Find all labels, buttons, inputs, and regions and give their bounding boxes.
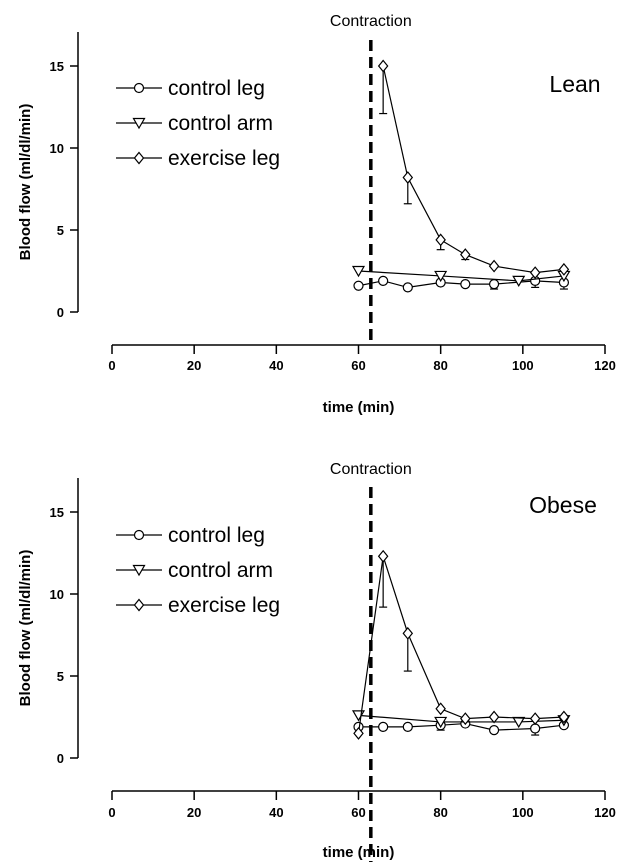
x-axis-label: time (min)	[323, 399, 395, 416]
chart-panel-1: 0 5 10 15 0 20 40 60 80 100 120 time (min) Blood flo…	[17, 461, 616, 862]
series-line	[358, 714, 564, 723]
data-point	[434, 716, 448, 729]
data-point	[488, 279, 500, 290]
legend-label: control leg	[168, 524, 265, 547]
y-tick-label: 15	[50, 505, 64, 520]
x-axis-label: time (min)	[323, 844, 395, 861]
series-exercise-leg: exercise leg	[116, 59, 570, 280]
data-point	[435, 702, 446, 716]
series-control-leg: control leg	[116, 77, 570, 293]
x-tick-label: 100	[512, 805, 534, 820]
x-tick-label: 120	[594, 805, 616, 820]
x-tick-label: 60	[351, 805, 365, 820]
data-point	[488, 259, 500, 273]
data-point	[488, 725, 500, 736]
y-axis-label: Blood flow (ml/dl/min)	[17, 550, 34, 707]
data-point	[558, 262, 570, 276]
legend-marker	[133, 529, 145, 541]
legend-marker	[133, 151, 145, 165]
x-tick-label: 100	[512, 358, 534, 373]
x-tick-label: 20	[187, 805, 201, 820]
legend-label: control arm	[168, 112, 273, 135]
series-line	[358, 270, 564, 282]
data-point	[402, 171, 414, 184]
x-tick-label: 120	[594, 358, 616, 373]
data-point	[488, 710, 500, 724]
legend-label: control leg	[168, 77, 265, 100]
data-point	[402, 721, 413, 732]
y-tick-label: 5	[57, 669, 64, 684]
legend-marker	[133, 598, 145, 612]
data-point	[434, 270, 448, 283]
data-point	[402, 626, 414, 640]
legend-label: exercise leg	[168, 147, 280, 170]
x-tick-label: 0	[108, 805, 115, 820]
y-tick-label: 5	[57, 223, 64, 238]
y-tick-label: 10	[50, 141, 64, 156]
data-point	[351, 265, 366, 278]
data-point	[435, 233, 446, 247]
data-point	[402, 282, 413, 293]
data-point	[530, 723, 541, 734]
series-line	[357, 556, 564, 734]
data-point	[512, 275, 526, 288]
data-point	[378, 275, 389, 286]
series-control-arm: control arm	[116, 559, 571, 729]
group-label: Obese	[529, 492, 597, 518]
y-tick-label: 0	[57, 305, 64, 320]
data-point	[353, 280, 364, 291]
y-tick-label: 15	[50, 59, 64, 74]
legend-label: exercise leg	[168, 594, 280, 617]
series-control-leg: control leg	[116, 524, 570, 736]
data-point	[460, 248, 471, 262]
data-point	[529, 266, 541, 280]
data-point	[377, 59, 389, 73]
legend-marker	[133, 82, 145, 94]
y-tick-label: 0	[57, 751, 64, 766]
x-tick-label: 60	[351, 358, 365, 373]
data-point	[353, 726, 364, 740]
x-tick-label: 0	[108, 358, 115, 373]
data-point	[529, 712, 541, 726]
x-tick-label: 80	[433, 805, 447, 820]
data-point	[460, 712, 471, 726]
series-line	[382, 65, 564, 274]
y-axis-label: Blood flow (ml/dl/min)	[17, 104, 34, 261]
data-point	[377, 549, 389, 563]
contraction-annotation: Contraction	[330, 461, 412, 478]
x-tick-label: 40	[269, 358, 283, 373]
series-exercise-leg: exercise leg	[116, 549, 570, 740]
legend-marker	[132, 117, 146, 130]
group-label: Lean	[549, 71, 600, 97]
data-point	[558, 710, 570, 724]
chart-panel-0: 0 5 10 15 0 20 40 60 80 100 120 time (min) Blood flo…	[17, 13, 616, 416]
legend-marker	[132, 564, 146, 577]
x-tick-label: 80	[433, 358, 447, 373]
data-point	[460, 279, 471, 290]
x-tick-label: 20	[187, 358, 201, 373]
y-tick-label: 10	[50, 587, 64, 602]
legend-label: control arm	[168, 559, 273, 582]
x-tick-label: 40	[269, 805, 283, 820]
series-control-arm: control arm	[116, 112, 571, 288]
data-point	[378, 721, 389, 732]
contraction-annotation: Contraction	[330, 13, 412, 30]
